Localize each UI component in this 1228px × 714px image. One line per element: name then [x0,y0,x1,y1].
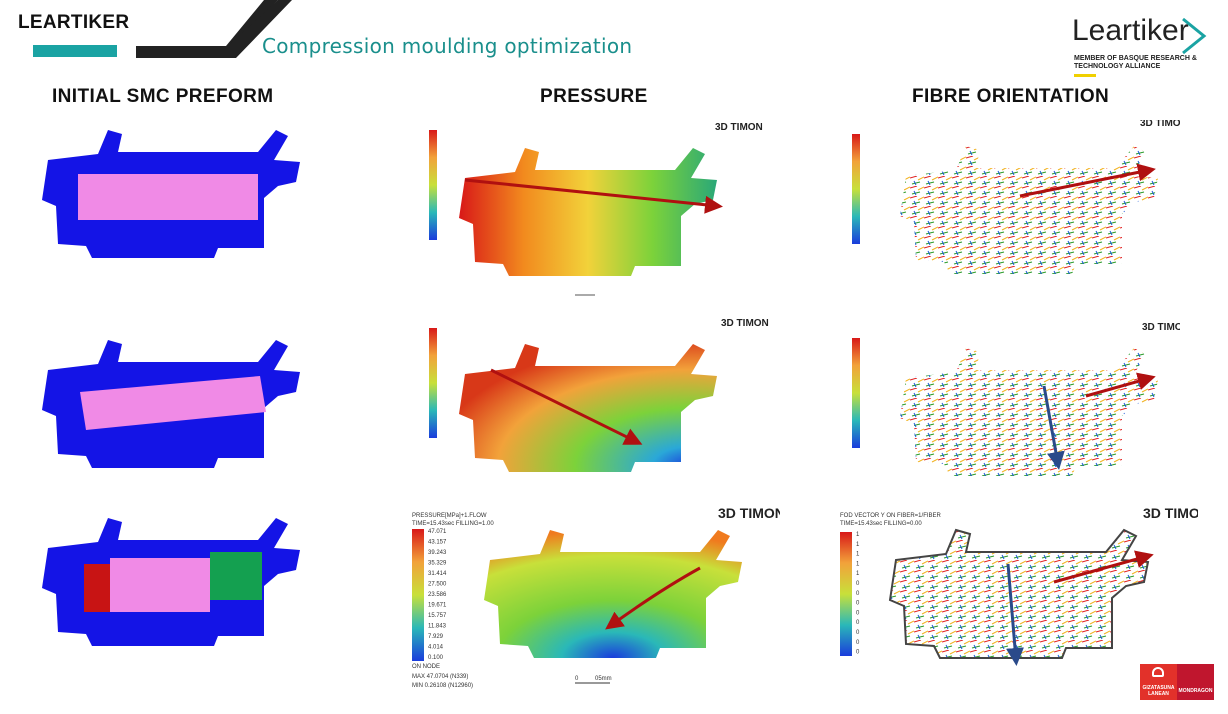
svg-text:3D TIMON: 3D TIMON [721,318,769,329]
svg-text:3D TIMON: 3D TIMON [1143,505,1198,521]
gizatasuna-badge: GIZATASUNA LANEAN [1140,664,1177,700]
scale-label: 31.414 [428,571,447,577]
scale-label: 1 [856,552,860,558]
scale-label: 1 [856,542,860,548]
pressure-result-3: PRESSURE[MPa]+1.FLOW TIME=15.43sec FILLI… [412,505,780,689]
preform-image-1 [42,130,300,258]
scale-label: 39.243 [428,550,447,556]
heart-icon [1152,667,1164,677]
header-stripe [136,0,292,58]
pressure-legend-title: PRESSURE[MPa]+1.FLOW [412,513,487,519]
mondragon-badge: MONDRAGON [1177,664,1214,700]
scale-label: 27.500 [428,582,447,588]
scale-label: 7.929 [428,634,444,640]
brand-title: LEARTIKER [18,12,130,33]
scale-label: 19.671 [428,603,447,609]
scale-label: 47.071 [428,529,447,535]
svg-text:MIN 0.26108 (N12960): MIN 0.26108 (N12960) [412,683,473,689]
leartiker-logo: Leartiker [1072,14,1189,47]
scale-label: 23.586 [428,592,447,598]
scale-label: 35.329 [428,561,447,567]
accent-bar [33,45,117,57]
preform-image-3 [42,518,300,646]
fibre-legend-title: FOD VECTOR Y ON FIBER=1/FIBER [840,513,942,519]
scale-label: 43.157 [428,540,447,546]
column-heading-pressure: PRESSURE [540,86,648,107]
watermark-3dtimon: 3D TIMON [718,505,780,521]
scale-label: 0 [856,601,860,607]
scale-label: 0 [856,630,860,636]
scale-label: 0 [856,610,860,616]
fibre-result-2: 3D TIMON [852,322,1180,476]
scale-label: 0 [856,591,860,597]
scale-label: 1 [856,532,860,538]
svg-text:3D TIMON: 3D TIMON [715,122,763,133]
column-heading-preform: INITIAL SMC PREFORM [52,86,274,107]
svg-text:ON NODE: ON NODE [412,664,440,670]
scale-label: 0 [856,650,860,656]
scale-label: 0 [856,640,860,646]
scale-label: 15.757 [428,613,447,619]
page-subtitle: Compression moulding optimization [262,34,633,58]
scale-label: 0.100 [428,655,444,661]
svg-text:3D TIMON: 3D TIMON [1140,120,1180,129]
column-heading-fibre: FIBRE ORIENTATION [912,86,1110,107]
svg-text:3D TIMON: 3D TIMON [1142,322,1180,333]
pressure-legend-time: TIME=15.43sec FILLING=1.00 [412,521,494,527]
preform-image-2 [42,340,300,468]
pressure-result-1: 3D TIMON [429,122,763,296]
scale-label: 0 [856,581,860,587]
fibre-result-1: 3D TIMON [852,120,1180,274]
fibre-legend-time: TIME=15.43sec FILLING=0.00 [840,521,922,527]
scale-label: 4.014 [428,645,444,651]
footer-logo: GIZATASUNA LANEAN MONDRAGON [1140,664,1214,700]
scale-label: 1 [856,571,860,577]
logo-tagline: MEMBER OF BASQUE RESEARCH & TECHNOLOGY A… [1074,55,1197,70]
svg-text:0: 0 [575,676,579,682]
scale-label: 11.843 [428,624,447,630]
pressure-result-2: 3D TIMON [429,318,769,472]
logo-underline [1074,74,1096,77]
svg-text:MAX 47.0704 (N339): MAX 47.0704 (N339) [412,674,468,680]
fibre-result-3: FOD VECTOR Y ON FIBER=1/FIBER TIME=15.43… [840,505,1198,666]
scale-label: 0 [856,620,860,626]
svg-text:05mm: 05mm [595,676,612,682]
logo-chevron-icon [1182,17,1207,55]
scale-label: 1 [856,561,860,567]
